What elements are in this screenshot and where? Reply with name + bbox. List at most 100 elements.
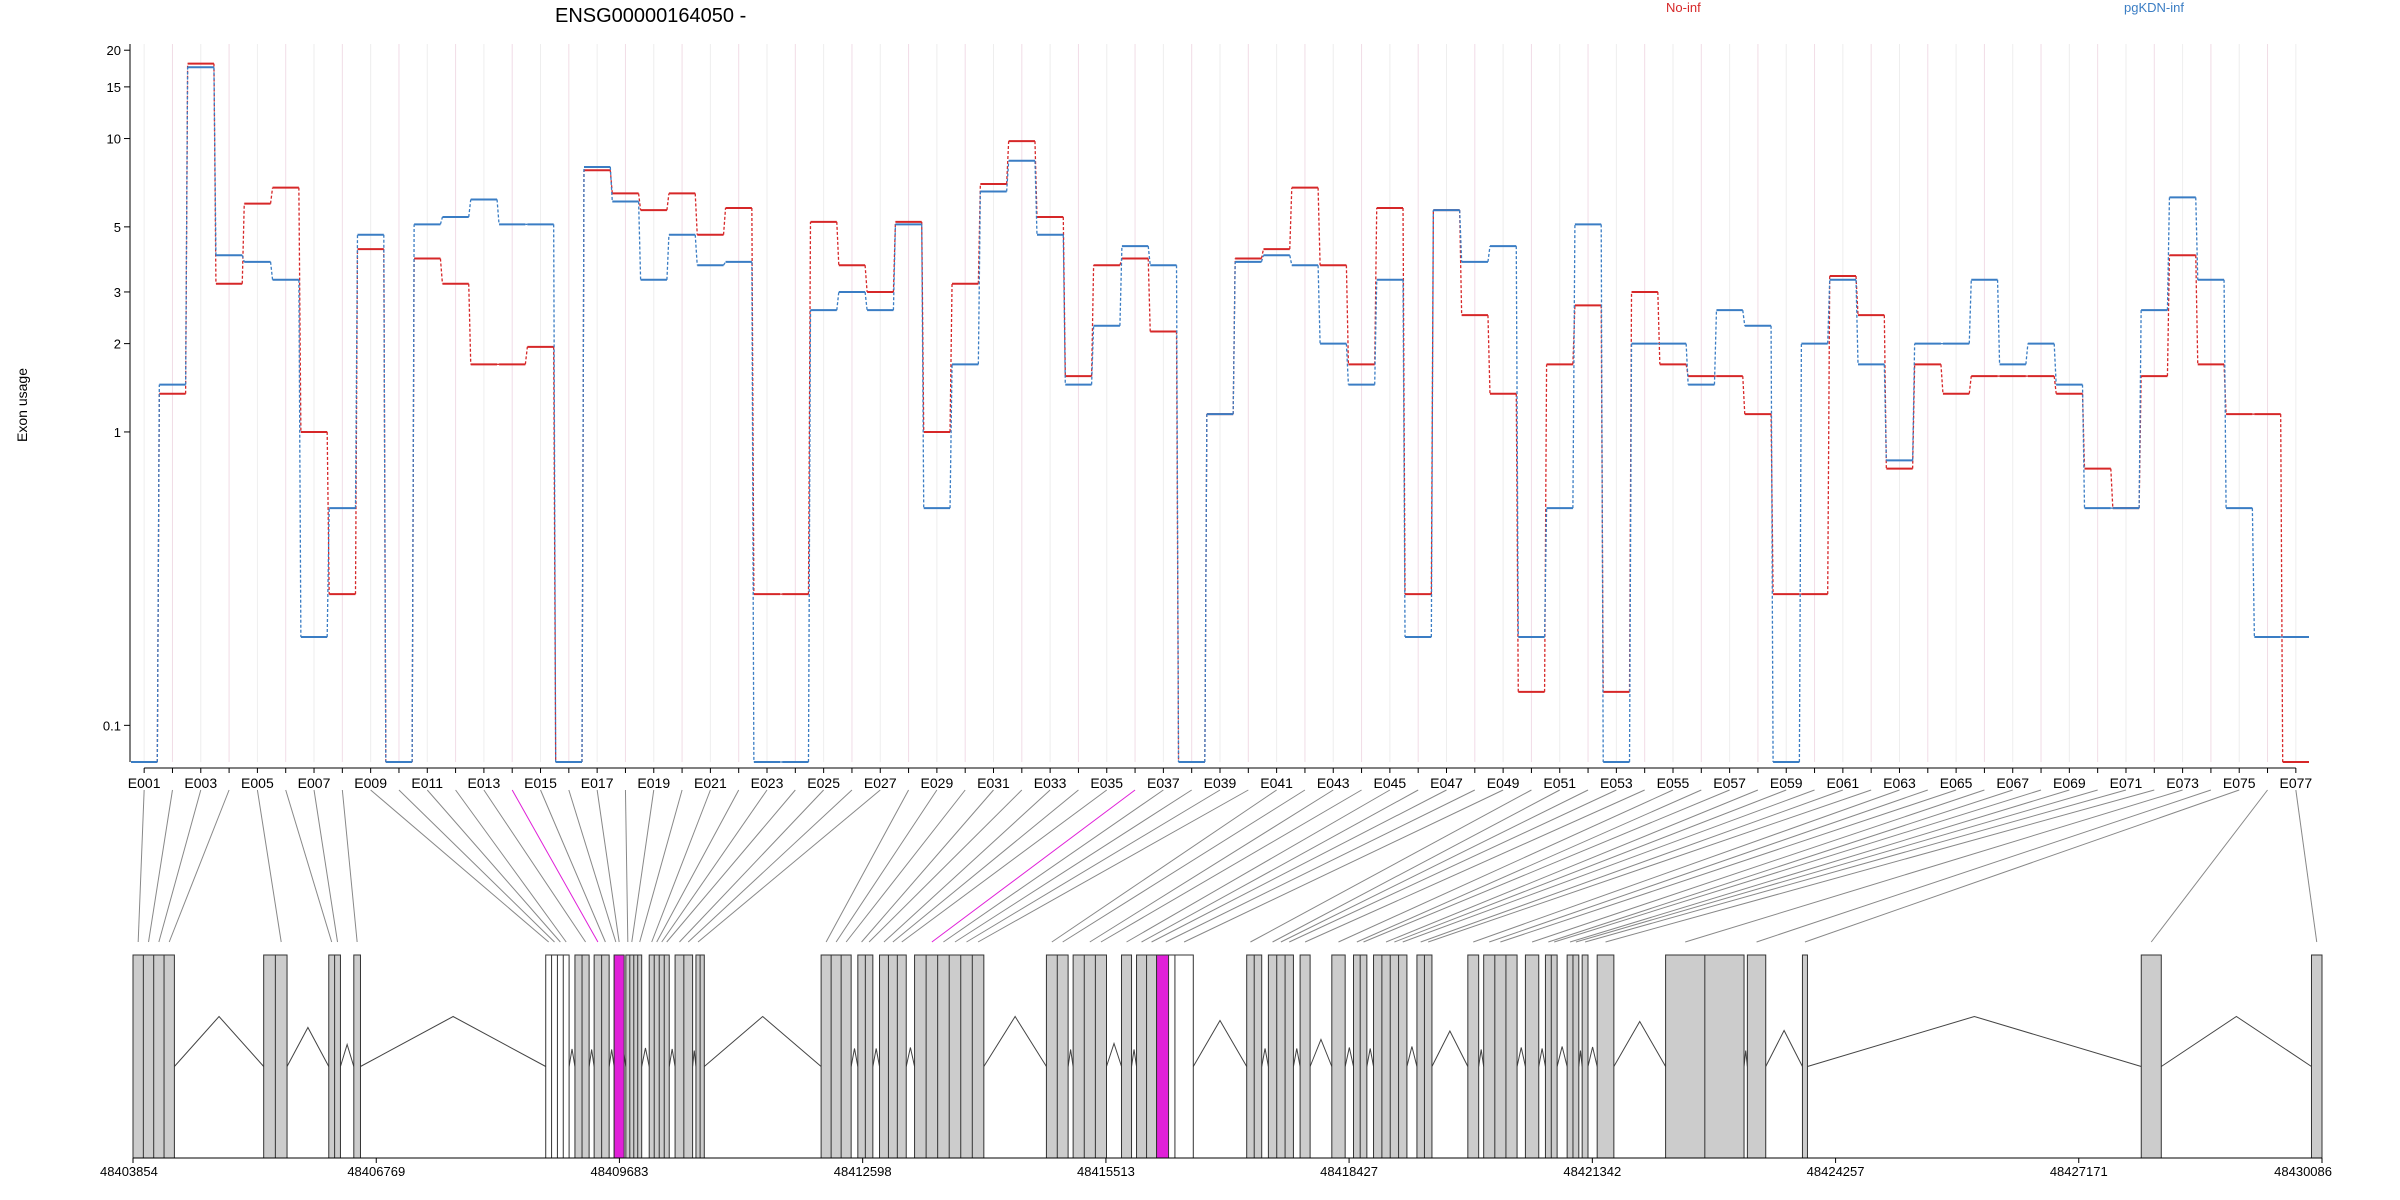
series-connector bbox=[1119, 246, 1123, 326]
series-connector bbox=[1175, 265, 1180, 763]
x-tick-label: E069 bbox=[2053, 775, 2086, 791]
series-connector bbox=[864, 265, 868, 293]
series-connector bbox=[326, 431, 330, 595]
exon-block bbox=[879, 954, 907, 1159]
connector-line bbox=[540, 789, 606, 943]
connector-line bbox=[966, 789, 1221, 943]
series-connector bbox=[1317, 265, 1321, 344]
connector-line bbox=[1394, 789, 1787, 943]
series-connector bbox=[1232, 261, 1236, 415]
series-connector bbox=[184, 67, 189, 385]
connector-line bbox=[835, 789, 938, 943]
x-tick-label: E023 bbox=[751, 775, 784, 791]
connector-line bbox=[1605, 789, 2155, 943]
intron-line bbox=[1765, 1029, 1803, 1067]
connector-line bbox=[679, 789, 824, 943]
x-tick-label: E065 bbox=[1940, 775, 1973, 791]
connector-line bbox=[943, 789, 1164, 943]
series-connector bbox=[751, 207, 755, 595]
connector-line bbox=[511, 789, 599, 943]
series-connector bbox=[1006, 141, 1010, 185]
x-tick-label: E059 bbox=[1770, 775, 1803, 791]
series-connector bbox=[1572, 224, 1576, 509]
connector-line bbox=[1126, 789, 1391, 943]
series-connector bbox=[1034, 160, 1038, 235]
series-connector bbox=[298, 279, 302, 638]
series-lines bbox=[131, 62, 2309, 763]
exon-block bbox=[2140, 954, 2162, 1159]
x-tick-label: E051 bbox=[1543, 775, 1576, 791]
series-connector bbox=[1968, 279, 1972, 344]
series-connector bbox=[609, 166, 613, 202]
connector-line bbox=[1804, 789, 2240, 943]
series-connector bbox=[1911, 364, 1916, 469]
intron-line bbox=[1578, 1050, 1583, 1067]
connector-line bbox=[1338, 789, 1674, 943]
chart-title: ENSG00000164050 - bbox=[555, 5, 746, 27]
connector-line bbox=[697, 789, 881, 943]
series-connector bbox=[694, 193, 698, 235]
connector-line bbox=[568, 789, 617, 943]
x-tick-label: E039 bbox=[1204, 775, 1237, 791]
exon-block bbox=[1581, 954, 1589, 1159]
series-connector bbox=[1685, 343, 1689, 385]
intron-line bbox=[174, 1015, 265, 1067]
x-tick-label: E011 bbox=[411, 775, 443, 791]
intron-line bbox=[360, 1015, 546, 1067]
series-connector bbox=[2025, 343, 2029, 365]
connector-line bbox=[1554, 789, 2042, 943]
x-tick-label: E075 bbox=[2223, 775, 2256, 791]
connector-line bbox=[883, 789, 1051, 943]
connector-line bbox=[661, 789, 768, 943]
gene-model bbox=[132, 954, 2323, 1159]
exon-block bbox=[1467, 954, 1480, 1159]
x-tick-label: E013 bbox=[468, 775, 501, 791]
connector-line bbox=[1165, 789, 1476, 943]
series-connector bbox=[2053, 376, 2057, 394]
series-connector bbox=[836, 291, 840, 311]
exon-block bbox=[1801, 954, 1808, 1159]
series-connector bbox=[354, 234, 359, 509]
connector-line bbox=[825, 789, 910, 943]
intron-line bbox=[692, 1050, 697, 1067]
connector-line bbox=[341, 789, 358, 943]
x-tick-label: E043 bbox=[1317, 775, 1350, 791]
series-connector bbox=[637, 193, 642, 211]
y-tick-label: 15 bbox=[107, 80, 121, 95]
series-connector bbox=[298, 187, 302, 432]
connector-line bbox=[1250, 789, 1532, 943]
y-tick-label: 5 bbox=[114, 220, 121, 235]
coord-label: 48424257 bbox=[1807, 1164, 1865, 1179]
series-connector bbox=[411, 224, 415, 763]
series-connector bbox=[1940, 364, 1944, 394]
y-axis-label: Exon usage bbox=[14, 368, 30, 442]
connector-line bbox=[1500, 789, 1957, 943]
intron-line bbox=[905, 1047, 916, 1067]
coord-label: 48430086 bbox=[2274, 1164, 2332, 1179]
series-connector bbox=[1911, 343, 1916, 461]
intron-line bbox=[608, 1049, 615, 1067]
series-connector bbox=[1487, 315, 1491, 394]
x-tick-label: E061 bbox=[1827, 775, 1860, 791]
series-connector bbox=[581, 166, 585, 763]
intron-line bbox=[1106, 1041, 1122, 1067]
series-connector bbox=[1770, 414, 1774, 595]
x-tick-label: E037 bbox=[1147, 775, 1180, 791]
series-connector bbox=[156, 384, 160, 763]
connector-line bbox=[596, 789, 620, 943]
x-tick-label: E053 bbox=[1600, 775, 1633, 791]
connector-line bbox=[977, 789, 1249, 943]
series-connector bbox=[666, 234, 670, 280]
connector-line bbox=[426, 789, 561, 943]
exon-block bbox=[820, 954, 852, 1159]
connector-line bbox=[370, 789, 549, 943]
legend-label-pgkdn-inf: pgKDN-inf bbox=[2124, 0, 2184, 15]
connector-line bbox=[1402, 789, 1815, 943]
series-connector bbox=[2110, 468, 2114, 509]
series-connector bbox=[1289, 187, 1293, 250]
series-connector bbox=[2251, 508, 2256, 638]
series-connector bbox=[1289, 255, 1293, 266]
connector-line bbox=[845, 789, 966, 943]
connector-line bbox=[861, 789, 994, 943]
connector-line bbox=[931, 789, 1136, 943]
